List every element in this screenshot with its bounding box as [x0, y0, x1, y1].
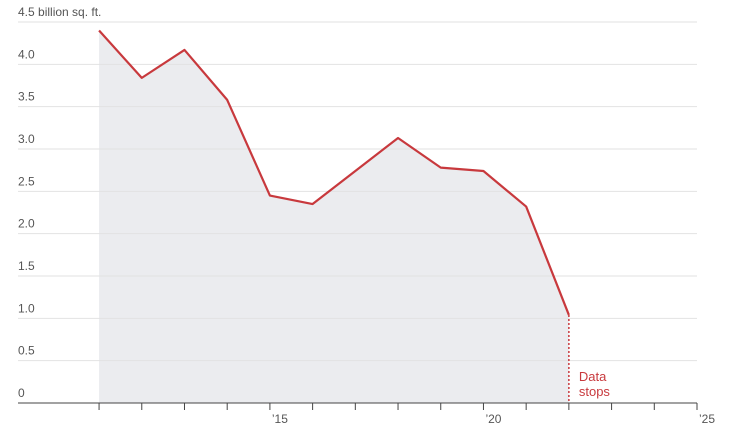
annotation: stops [579, 384, 611, 399]
y-tick-label: 0.5 [18, 344, 35, 358]
y-tick-label: 1.5 [18, 259, 35, 273]
y-tick-label: 3.0 [18, 132, 35, 146]
y-tick-label: 4.0 [18, 47, 35, 61]
x-tick-label: ’25 [699, 412, 715, 426]
y-tick-label: 2.5 [18, 174, 35, 188]
y-tick-label: 0 [18, 386, 25, 400]
y-tick-label: 2.0 [18, 217, 35, 231]
y-tick-label: 1.0 [18, 301, 35, 315]
annotation: Data [579, 369, 607, 384]
line [98, 29, 570, 316]
x-tick-label: ’15 [272, 412, 288, 426]
y-tick-label: 4.5 billion sq. ft. [18, 5, 101, 19]
y-tick-label: 3.5 [18, 90, 35, 104]
area [99, 30, 569, 403]
x-tick-label: ’20 [485, 412, 501, 426]
